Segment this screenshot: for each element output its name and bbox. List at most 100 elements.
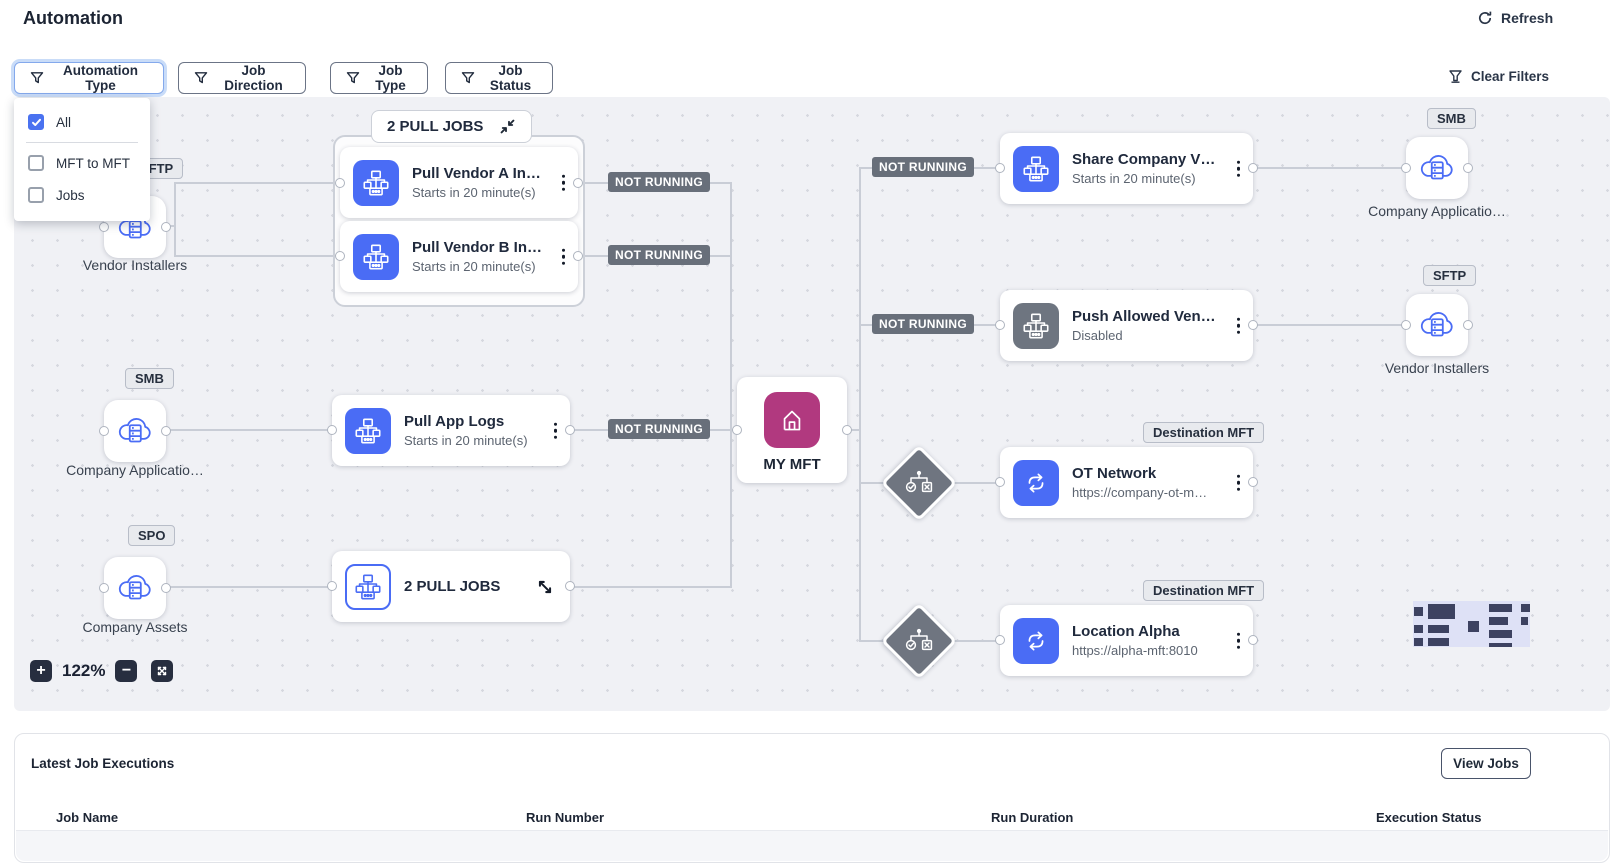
mft-node-location-alpha[interactable]: Location Alpha https://alpha-mft:8010 bbox=[1000, 605, 1253, 676]
zoom-out-button[interactable]: − bbox=[115, 660, 138, 682]
connection-port[interactable] bbox=[99, 426, 109, 436]
clear-filters-button[interactable]: Clear Filters bbox=[1448, 69, 1549, 84]
connection-port[interactable] bbox=[565, 425, 575, 435]
endpoint-label: Company Applicatio… bbox=[66, 462, 204, 478]
job-subtitle: Starts in 20 minute(s) bbox=[1072, 171, 1196, 186]
decision-node[interactable] bbox=[880, 602, 958, 680]
connection-port[interactable] bbox=[1401, 320, 1411, 330]
endpoint-node-company-assets[interactable] bbox=[104, 557, 166, 619]
connection-port[interactable] bbox=[565, 581, 575, 591]
endpoint-label: Vendor Installers bbox=[1384, 360, 1490, 376]
connector-line bbox=[859, 167, 861, 642]
endpoint-node-company-applications-left[interactable] bbox=[104, 400, 166, 462]
mft-node-ot-network[interactable]: OT Network https://company-ot-m… bbox=[1000, 447, 1253, 518]
job-node-push-allowed[interactable]: Push Allowed Ven… Disabled bbox=[1000, 290, 1253, 361]
dropdown-option-mft-to-mft[interactable]: MFT to MFT bbox=[14, 147, 150, 179]
endpoint-label: Company Assets bbox=[82, 619, 188, 635]
connection-port[interactable] bbox=[99, 583, 109, 593]
job-group-header[interactable]: 2 PULL JOBS bbox=[371, 110, 533, 143]
connector-line bbox=[174, 182, 340, 184]
connection-port[interactable] bbox=[161, 583, 171, 593]
workflow-canvas[interactable]: SFTP Vendor Installers SMB Company Appli… bbox=[14, 97, 1610, 711]
dropdown-option-jobs[interactable]: Jobs bbox=[14, 179, 150, 211]
node-my-mft[interactable]: MY MFT bbox=[737, 377, 847, 483]
connection-port[interactable] bbox=[573, 178, 583, 188]
zoom-level: 122% bbox=[62, 661, 106, 680]
clear-filter-icon bbox=[1448, 69, 1463, 84]
kebab-menu-button[interactable] bbox=[1233, 313, 1245, 338]
job-node-share-company[interactable]: Share Company V… Starts in 20 minute(s) bbox=[1000, 133, 1253, 204]
connection-port[interactable] bbox=[1248, 477, 1258, 487]
connector-line bbox=[1253, 167, 1406, 169]
table-row bbox=[16, 830, 1608, 861]
dropdown-option-label: Jobs bbox=[56, 187, 85, 203]
connection-port[interactable] bbox=[1248, 163, 1258, 173]
connection-port[interactable] bbox=[1463, 163, 1473, 173]
job-subtitle: Starts in 20 minute(s) bbox=[412, 259, 536, 274]
job-workflow-icon bbox=[353, 233, 399, 280]
endpoint-node-vendor-installers-right[interactable] bbox=[1406, 294, 1468, 356]
checkbox-checked[interactable] bbox=[28, 114, 44, 130]
filter-job-direction[interactable]: Job Direction bbox=[178, 62, 306, 94]
page-title: Automation bbox=[23, 8, 123, 28]
connection-port[interactable] bbox=[335, 251, 345, 261]
fit-view-button[interactable] bbox=[151, 660, 174, 682]
connection-port[interactable] bbox=[995, 477, 1005, 487]
minimap[interactable] bbox=[1413, 601, 1530, 647]
decision-node[interactable] bbox=[880, 444, 958, 522]
refresh-button[interactable]: Refresh bbox=[1477, 10, 1553, 26]
connection-port[interactable] bbox=[161, 222, 171, 232]
connection-port[interactable] bbox=[1248, 320, 1258, 330]
connection-port[interactable] bbox=[161, 426, 171, 436]
expand-icon[interactable] bbox=[532, 574, 558, 600]
dropdown-option-all[interactable]: All bbox=[14, 106, 150, 138]
kebab-menu-button[interactable] bbox=[550, 418, 562, 443]
zoom-in-button[interactable]: + bbox=[30, 660, 52, 682]
column-header-run-number: Run Number bbox=[526, 810, 604, 825]
job-title: OT Network bbox=[1072, 465, 1157, 482]
kebab-menu-button[interactable] bbox=[558, 244, 570, 269]
connection-port[interactable] bbox=[842, 425, 852, 435]
connection-port[interactable] bbox=[99, 222, 109, 232]
transfer-arrows-icon bbox=[1013, 617, 1059, 664]
kebab-menu-button[interactable] bbox=[1233, 470, 1245, 495]
status-badge-not-running: NOT RUNNING bbox=[872, 157, 974, 177]
connection-port[interactable] bbox=[1401, 163, 1411, 173]
connection-port[interactable] bbox=[995, 320, 1005, 330]
filter-job-status[interactable]: Job Status bbox=[445, 62, 553, 94]
connection-port[interactable] bbox=[995, 163, 1005, 173]
connection-port[interactable] bbox=[327, 425, 337, 435]
filter-automation-type[interactable]: Automation Type bbox=[14, 62, 164, 94]
endpoint-node-company-applications-right[interactable] bbox=[1406, 137, 1468, 199]
connection-port[interactable] bbox=[1248, 635, 1258, 645]
checkbox-unchecked[interactable] bbox=[28, 155, 44, 171]
collapse-icon[interactable] bbox=[499, 118, 516, 135]
connection-port[interactable] bbox=[995, 635, 1005, 645]
job-title: Push Allowed Ven… bbox=[1072, 308, 1216, 325]
filter-label: Job Type bbox=[375, 63, 406, 93]
connection-port[interactable] bbox=[327, 581, 337, 591]
cloud-server-icon bbox=[115, 411, 155, 451]
funnel-icon bbox=[30, 71, 44, 85]
job-node-pull-app-logs[interactable]: Pull App Logs Starts in 20 minute(s) bbox=[332, 395, 570, 466]
job-node-pull-vendor-b[interactable]: Pull Vendor B In… Starts in 20 minute(s) bbox=[340, 221, 578, 292]
connection-port[interactable] bbox=[732, 425, 742, 435]
filter-job-type[interactable]: Job Type bbox=[330, 62, 428, 94]
connection-port[interactable] bbox=[573, 251, 583, 261]
job-subtitle: Disabled bbox=[1072, 328, 1123, 343]
job-node-pull-vendor-a[interactable]: Pull Vendor A In… Starts in 20 minute(s) bbox=[340, 147, 578, 218]
checkbox-unchecked[interactable] bbox=[28, 187, 44, 203]
home-icon bbox=[764, 392, 820, 448]
job-group-label: 2 PULL JOBS bbox=[387, 118, 484, 135]
connection-port[interactable] bbox=[1463, 320, 1473, 330]
kebab-menu-button[interactable] bbox=[1233, 628, 1245, 653]
collapsed-group-node-pull-jobs[interactable]: 2 PULL JOBS bbox=[332, 551, 570, 622]
connection-port[interactable] bbox=[335, 178, 345, 188]
view-jobs-button[interactable]: View Jobs bbox=[1441, 748, 1531, 779]
protocol-badge: SMB bbox=[1427, 108, 1476, 129]
funnel-icon bbox=[194, 71, 208, 85]
kebab-menu-button[interactable] bbox=[558, 170, 570, 195]
refresh-icon bbox=[1477, 10, 1493, 26]
kebab-menu-button[interactable] bbox=[1233, 156, 1245, 181]
filter-label: Automation Type bbox=[63, 63, 138, 93]
